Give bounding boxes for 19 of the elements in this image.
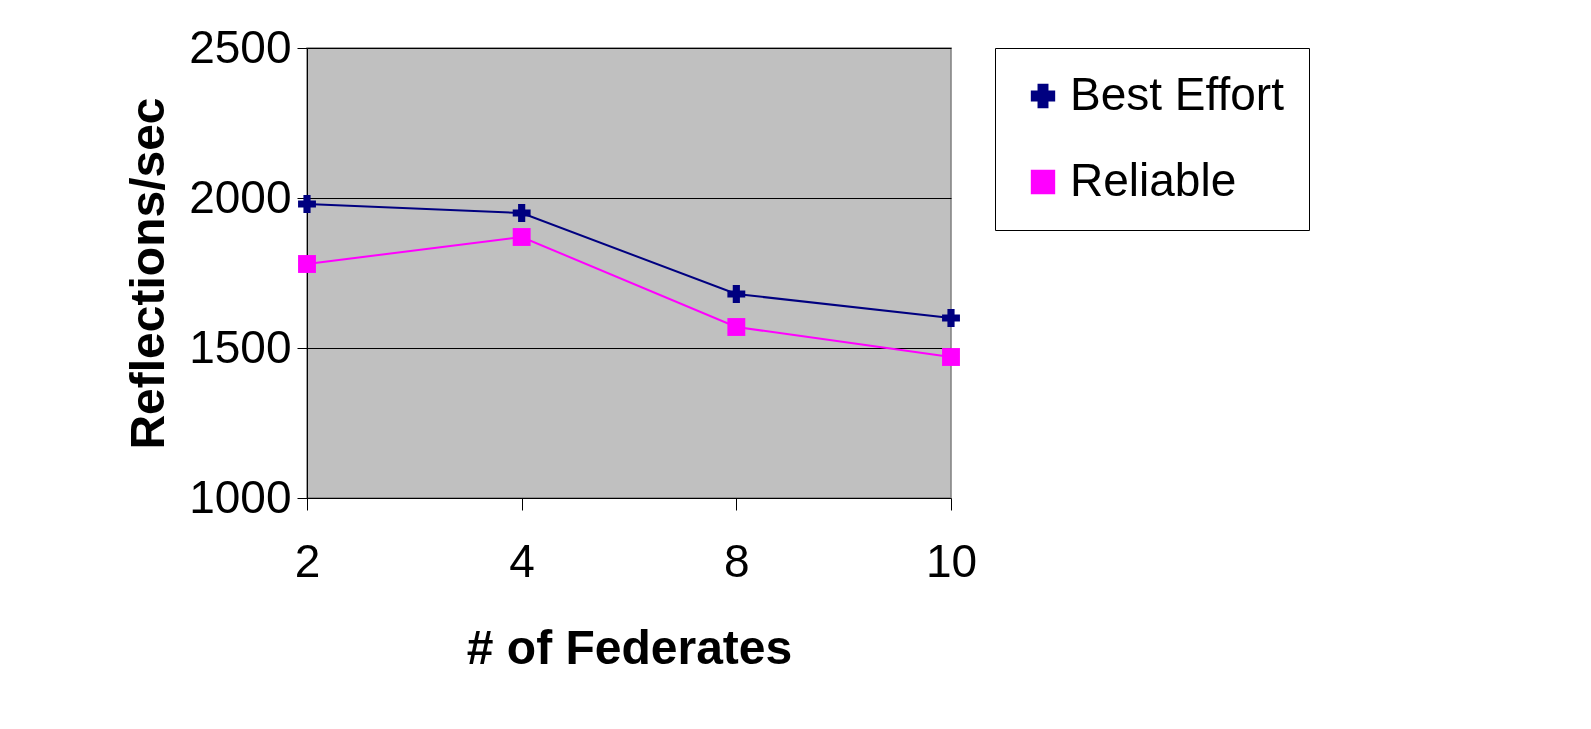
y-tick-label: 2000	[189, 170, 292, 223]
point	[942, 309, 960, 327]
point	[298, 255, 316, 273]
point	[727, 318, 746, 336]
y-axis-title: Reflections/sec	[121, 97, 175, 450]
point	[942, 348, 960, 366]
y-tick-label: 1000	[189, 470, 292, 523]
x-tick-label: 2	[294, 534, 321, 587]
x-axis-title: # of Federates	[466, 620, 793, 674]
y-tick-label: 2500	[189, 20, 292, 73]
point	[512, 204, 531, 222]
legend-label: Reliable	[1070, 154, 1237, 206]
x-tick-label: 10	[925, 534, 978, 587]
y-tick-label: 1500	[189, 320, 292, 373]
point	[727, 285, 746, 303]
legend-label: Best Effort	[1070, 68, 1285, 120]
point	[512, 228, 531, 246]
x-tick-label: 4	[509, 534, 535, 587]
x-tick-label: 8	[724, 534, 750, 587]
